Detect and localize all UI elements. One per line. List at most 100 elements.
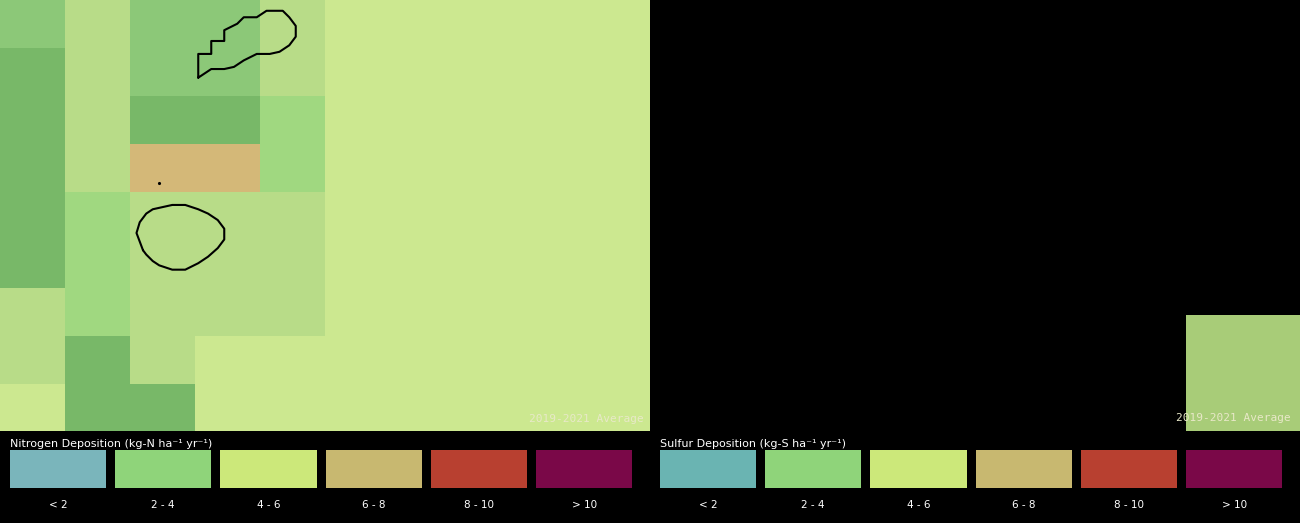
Bar — [325, 48, 390, 96]
Text: 2 - 4: 2 - 4 — [151, 500, 176, 510]
Bar — [520, 336, 585, 383]
Bar — [325, 288, 390, 336]
Bar — [260, 48, 325, 96]
Bar — [585, 240, 650, 288]
Bar — [585, 383, 650, 431]
Bar — [585, 0, 650, 48]
Bar — [130, 383, 195, 431]
Bar — [260, 383, 325, 431]
Bar — [260, 240, 325, 288]
Bar — [520, 383, 585, 431]
Bar — [585, 288, 650, 336]
Bar — [260, 144, 325, 192]
Bar — [390, 288, 455, 336]
Bar — [65, 192, 130, 240]
Bar — [520, 288, 585, 336]
Bar — [390, 0, 455, 48]
Text: 4 - 6: 4 - 6 — [906, 500, 931, 510]
Bar — [195, 0, 260, 48]
Bar — [195, 336, 260, 383]
Bar — [0, 0, 65, 48]
Text: > 10: > 10 — [572, 500, 597, 510]
Text: 2 - 4: 2 - 4 — [801, 500, 826, 510]
Bar — [0, 192, 65, 240]
Bar — [130, 240, 195, 288]
Bar — [260, 96, 325, 144]
Bar — [659, 450, 755, 488]
Text: 6 - 8: 6 - 8 — [361, 500, 386, 510]
Text: 4 - 6: 4 - 6 — [256, 500, 281, 510]
Bar — [325, 336, 390, 383]
Bar — [455, 192, 520, 240]
Bar — [260, 336, 325, 383]
Bar — [65, 48, 130, 96]
Bar — [0, 48, 65, 96]
Bar — [260, 288, 325, 336]
Bar — [325, 96, 390, 144]
Bar — [65, 0, 130, 48]
Bar — [0, 336, 65, 383]
Bar — [260, 0, 325, 48]
Bar — [520, 144, 585, 192]
Text: 8 - 10: 8 - 10 — [464, 500, 494, 510]
Bar — [390, 144, 455, 192]
Bar — [65, 240, 130, 288]
Bar — [520, 240, 585, 288]
Bar — [585, 336, 650, 383]
Bar — [432, 450, 528, 488]
Bar — [65, 383, 130, 431]
Bar — [221, 450, 317, 488]
Bar — [764, 450, 861, 488]
Text: 6 - 8: 6 - 8 — [1011, 500, 1036, 510]
Bar — [195, 240, 260, 288]
Bar — [390, 240, 455, 288]
Bar — [325, 144, 390, 192]
Bar — [455, 96, 520, 144]
Bar — [130, 192, 195, 240]
Text: 2019-2021 Average: 2019-2021 Average — [529, 414, 644, 424]
Bar — [871, 450, 966, 488]
Bar — [520, 96, 585, 144]
Bar — [325, 383, 390, 431]
Bar — [114, 450, 211, 488]
Text: 8 - 10: 8 - 10 — [1114, 500, 1144, 510]
Bar — [325, 192, 390, 240]
Bar — [520, 0, 585, 48]
Text: < 2: < 2 — [48, 500, 68, 510]
Bar — [0, 240, 65, 288]
Bar — [975, 450, 1071, 488]
Bar — [195, 96, 260, 144]
Bar — [585, 96, 650, 144]
Bar — [130, 336, 195, 383]
Bar — [390, 192, 455, 240]
Bar — [325, 240, 390, 288]
Bar — [1186, 450, 1282, 488]
Bar — [195, 288, 260, 336]
Bar — [585, 144, 650, 192]
Bar — [130, 288, 195, 336]
Bar — [10, 450, 105, 488]
Text: Nitrogen Deposition (kg-N ha⁻¹ yr⁻¹): Nitrogen Deposition (kg-N ha⁻¹ yr⁻¹) — [10, 439, 212, 449]
Bar — [0, 383, 65, 431]
Bar — [65, 336, 130, 383]
Bar — [130, 144, 195, 192]
Bar — [1082, 450, 1178, 488]
Bar — [585, 48, 650, 96]
Bar — [390, 383, 455, 431]
Bar — [130, 96, 195, 144]
Bar — [455, 48, 520, 96]
Bar — [260, 192, 325, 240]
Bar — [455, 383, 520, 431]
Bar — [65, 144, 130, 192]
Bar — [585, 192, 650, 240]
Bar — [455, 0, 520, 48]
Text: Sulfur Deposition (kg-S ha⁻¹ yr⁻¹): Sulfur Deposition (kg-S ha⁻¹ yr⁻¹) — [659, 439, 846, 449]
Bar — [195, 383, 260, 431]
Bar — [520, 192, 585, 240]
Text: < 2: < 2 — [698, 500, 718, 510]
Bar — [455, 336, 520, 383]
Bar — [455, 144, 520, 192]
Bar — [536, 450, 633, 488]
Bar — [0, 288, 65, 336]
Bar — [195, 144, 260, 192]
